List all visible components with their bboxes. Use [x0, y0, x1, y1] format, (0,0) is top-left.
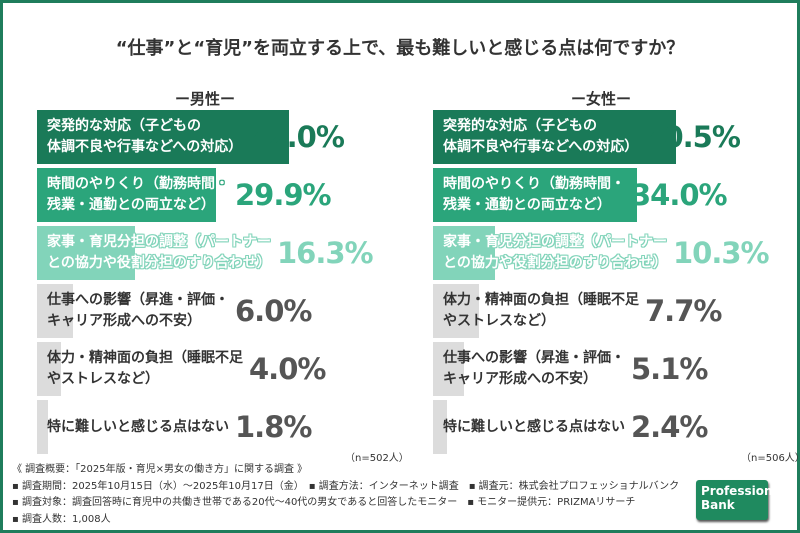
- male-sample-size: （n=502人）: [345, 453, 409, 464]
- bar: [37, 110, 289, 164]
- bar-row: 家事・育児分担の調整（パートナー との協力や役割分担のすり合わせ） 16.3%: [37, 226, 407, 280]
- bar-row: 体力・精神面の負担（睡眠不足 やストレスなど） 7.7%: [433, 284, 800, 338]
- bar-label: 時間のやりくり（勤務時間・ 残業・通勤との両立など）: [443, 176, 625, 213]
- bar-row: 体力・精神面の負担（睡眠不足 やストレスなど） 4.0%: [37, 342, 407, 396]
- chart-title: “仕事”と“育児”を両立する上で、最も難しいと感じる点は何ですか？: [115, 38, 685, 59]
- bar-label: 突発的な対応（子どもの 体調不良や行事などへの対応）: [47, 118, 243, 155]
- bar-row: 仕事への影響（昇進・評価・ キャリア形成への不安） 6.0%: [37, 284, 407, 338]
- bar-label: 突発的な対応（子どもの 体調不良や行事などへの対応）: [443, 118, 639, 155]
- value-label: 29.9%: [235, 178, 332, 212]
- bar-label: 体力・精神面の負担（睡眠不足 やストレスなど）: [47, 350, 243, 387]
- value-label: 40.5%: [644, 120, 741, 154]
- bar: [433, 168, 637, 222]
- value-label: 10.3%: [673, 236, 770, 270]
- bar-row: 突発的な対応（子どもの 体調不良や行事などへの対応） 42.0%: [37, 110, 407, 164]
- bar-row: 仕事への影響（昇進・評価・ キャリア形成への不安） 5.1%: [433, 342, 800, 396]
- footer-line: ▪ 調査人数：1,008人: [12, 513, 111, 525]
- bar: [433, 400, 448, 454]
- bar: [433, 226, 495, 280]
- female-sample-size: （n=506人）: [741, 453, 800, 464]
- footer-line: ▪ 調査対象：調査回答時に育児中の共働き世帯である20代～40代の男女であると回…: [12, 497, 636, 508]
- bar: [433, 284, 480, 338]
- bar-label: 家事・育児分担の調整（パートナー との協力や役割分担のすり合わせ）: [443, 234, 667, 271]
- value-label: 4.0%: [249, 352, 326, 386]
- value-label: 5.1%: [631, 352, 708, 386]
- bar: [433, 110, 676, 164]
- value-label: 34.0%: [631, 178, 728, 212]
- bar-row: 家事・育児分担の調整（パートナー との協力や役割分担のすり合わせ） 10.3%: [433, 226, 800, 280]
- value-label: 6.0%: [235, 294, 312, 328]
- bar-row: 時間のやりくり（勤務時間・ 残業・通勤との両立など） 34.0%: [433, 168, 800, 222]
- value-label: 42.0%: [248, 120, 345, 154]
- footer-line: ▪ 調査期間：2025年10月15日（水）～2025年10月17日（金） ▪ 調…: [12, 480, 680, 492]
- bar: [37, 226, 135, 280]
- bar-label: 体力・精神面の負担（睡眠不足 やストレスなど）: [443, 292, 639, 329]
- bar-label: 特に難しいと感じる点はない: [47, 418, 229, 435]
- bar-label: 仕事への影響（昇進・評価・ キャリア形成への不安）: [443, 350, 625, 387]
- value-label: 16.3%: [277, 236, 374, 270]
- male-panel: ー男性ー 突発的な対応（子どもの 体調不良や行事などへの対応） 42.0% 時間のやり…: [37, 88, 407, 458]
- professional-bank-logo: Professional Bank: [696, 480, 785, 520]
- bar: [37, 400, 48, 454]
- bar-row: 時間のやりくり（勤務時間・ 残業・通勤との両立など） 29.9%: [37, 168, 407, 222]
- bar: [37, 284, 73, 338]
- value-label: 2.4%: [631, 410, 708, 444]
- bar-label: 特に難しいと感じる点はない: [443, 418, 625, 435]
- female-panel-title: ー女性ー: [570, 90, 631, 108]
- value-label: 1.8%: [235, 410, 312, 444]
- bar-label: 家事・育児分担の調整（パートナー との協力や役割分担のすり合わせ）: [47, 234, 271, 271]
- footer-line: 《 調査概要：「2025年版・育児×男女の働き方」に関する調査 》: [12, 464, 308, 475]
- bar-row: 特に難しいと感じる点はない 1.8%: [37, 400, 407, 454]
- bar-row: 突発的な対応（子どもの 体調不良や行事などへの対応） 40.5%: [433, 110, 800, 164]
- bar-row: 特に難しいと感じる点はない 2.4%: [433, 400, 800, 454]
- bar-label: 時間のやりくり（勤務時間・ 残業・通勤との両立など）: [47, 176, 229, 213]
- value-label: 7.7%: [645, 294, 722, 328]
- survey-footer: 《 調査概要：「2025年版・育児×男女の働き方」に関する調査 》 ▪ 調査期間…: [12, 462, 679, 528]
- bar: [433, 342, 464, 396]
- bar-label: 仕事への影響（昇進・評価・ キャリア形成への不安）: [47, 292, 229, 329]
- bar: [37, 168, 217, 222]
- female-panel: ー女性ー 突発的な対応（子どもの 体調不良や行事などへの対応） 40.5% 時間のやり…: [433, 88, 800, 458]
- male-panel-title: ー男性ー: [174, 90, 235, 108]
- bar: [37, 342, 61, 396]
